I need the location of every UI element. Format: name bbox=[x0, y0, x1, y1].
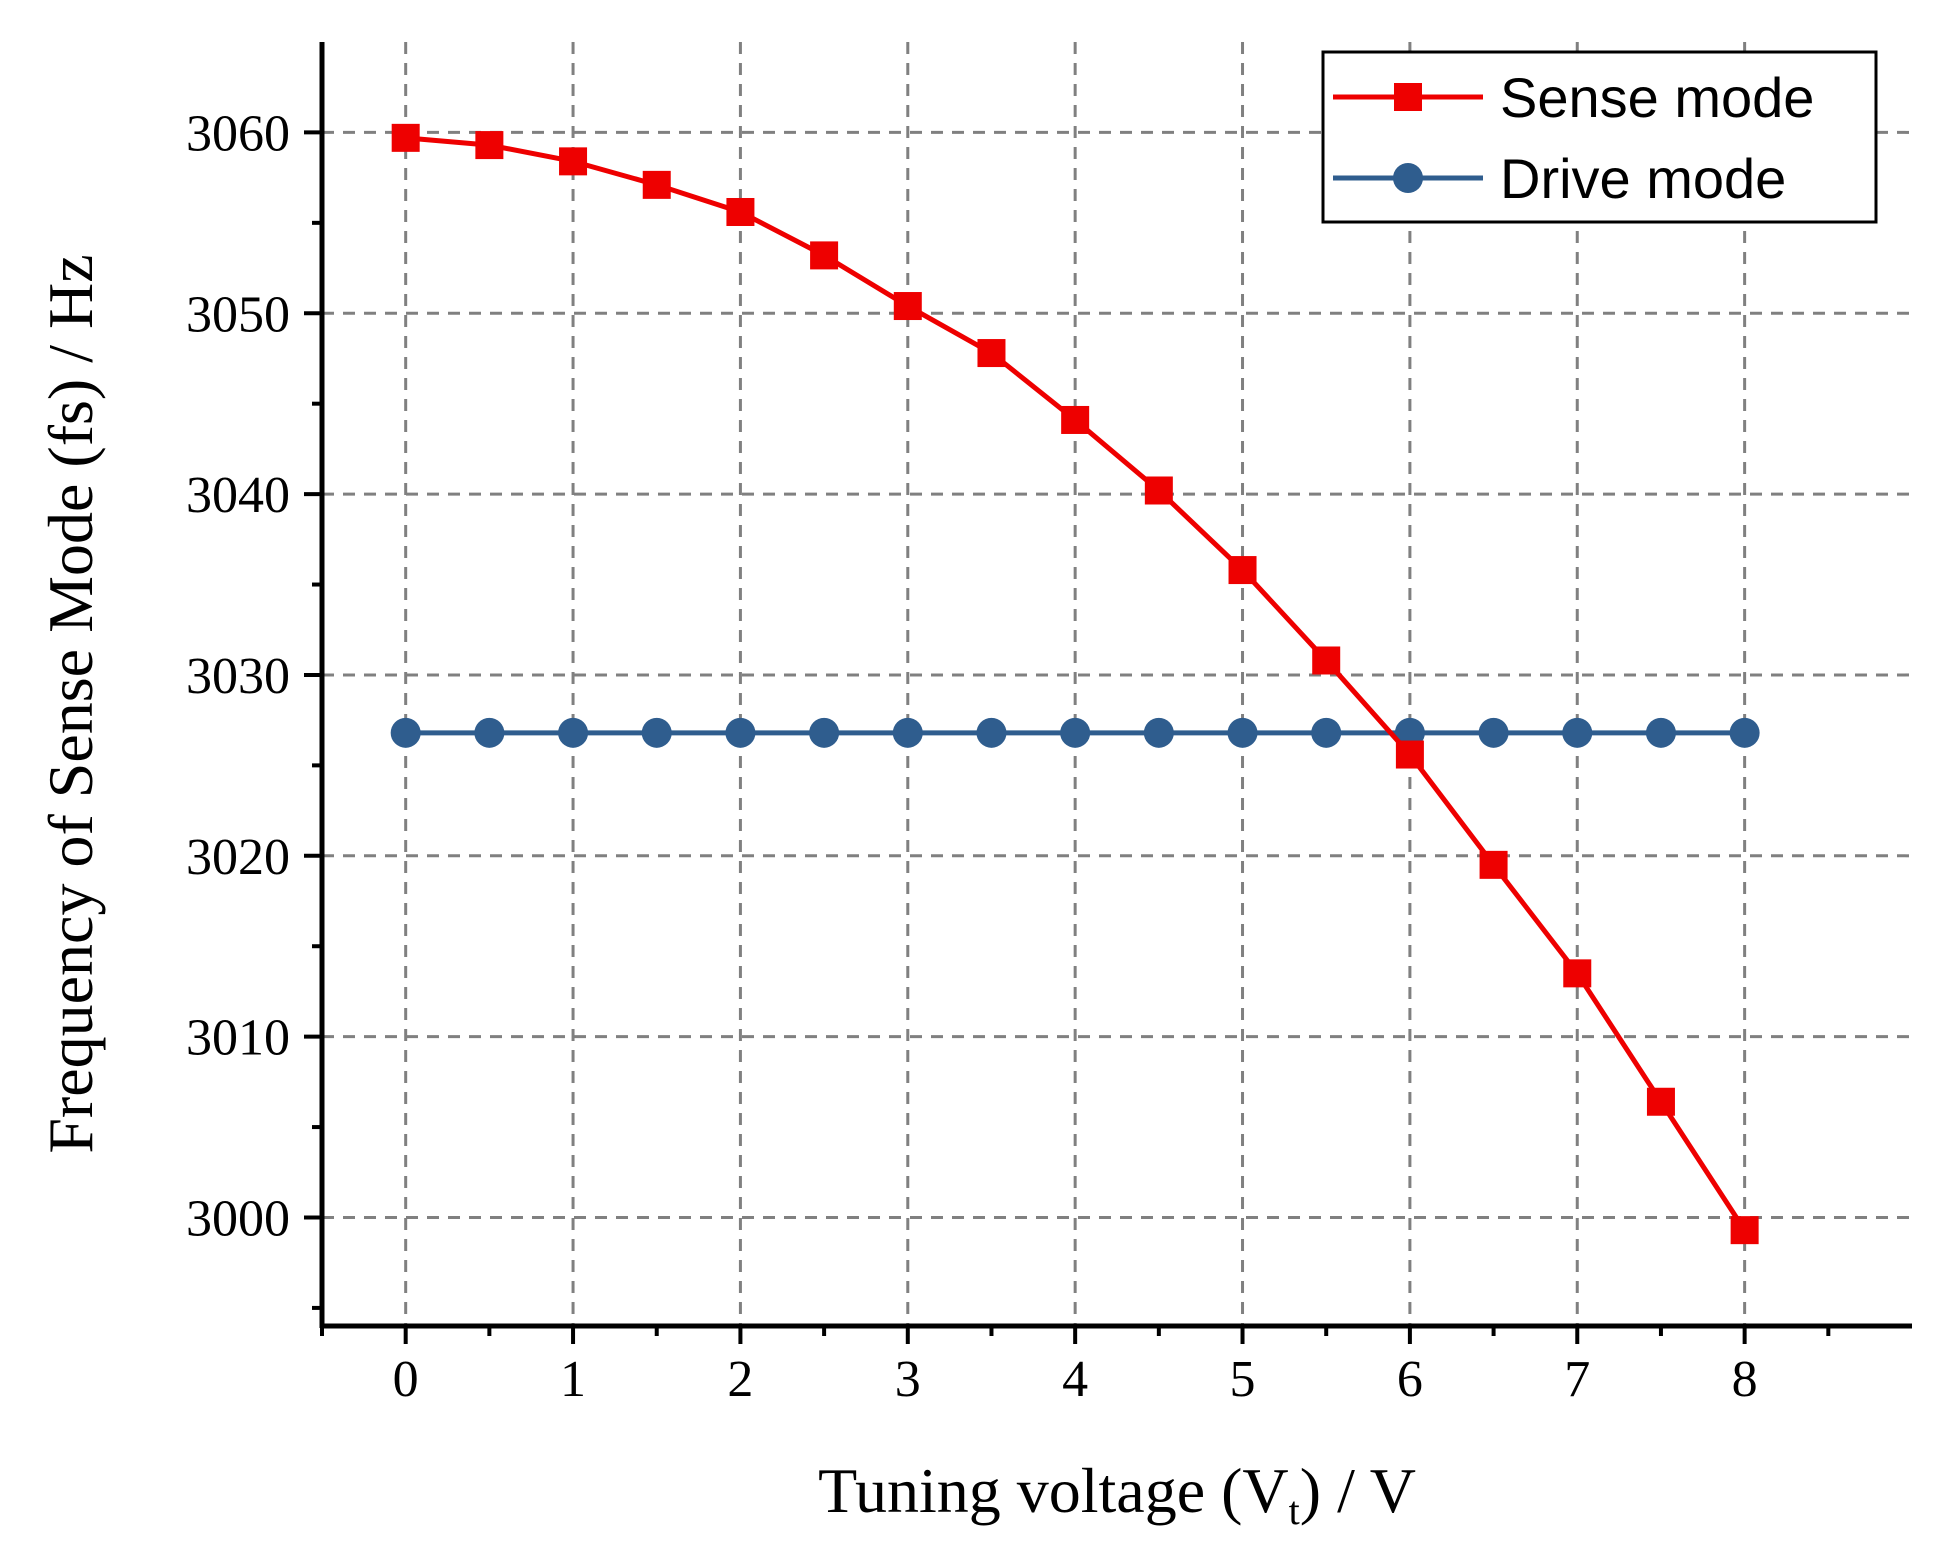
x-tick-label: 5 bbox=[1230, 1351, 1256, 1408]
drive-mode-point bbox=[1478, 717, 1509, 748]
legend-marker-sense bbox=[1394, 83, 1422, 111]
drive-mode-point bbox=[1562, 717, 1593, 748]
sense-mode-point bbox=[642, 170, 671, 199]
data-series bbox=[390, 123, 1760, 1245]
x-tick-label: 4 bbox=[1062, 1351, 1088, 1408]
x-axis-title-tail: ) / V bbox=[1300, 1455, 1416, 1526]
x-axis-title-main: Tuning voltage (V bbox=[818, 1455, 1289, 1526]
x-tick-label: 0 bbox=[393, 1351, 419, 1408]
x-tick-label: 3 bbox=[895, 1351, 921, 1408]
drive-mode-point bbox=[976, 717, 1007, 748]
sense-mode-point bbox=[1479, 850, 1508, 879]
y-tick-label: 3000 bbox=[186, 1190, 290, 1247]
sense-mode-point bbox=[1312, 646, 1341, 675]
y-tick-label: 3020 bbox=[186, 829, 290, 886]
x-axis-title: Tuning voltage (Vt) / V bbox=[818, 1455, 1416, 1533]
drive-mode-point bbox=[1729, 717, 1760, 748]
drive-mode-point bbox=[474, 717, 505, 748]
drive-mode-point bbox=[1394, 717, 1425, 748]
drive-mode-point bbox=[1227, 717, 1258, 748]
grid-lines bbox=[322, 42, 1912, 1326]
drive-mode-point bbox=[809, 717, 840, 748]
sense-mode-point bbox=[977, 339, 1006, 368]
sense-mode-point bbox=[1730, 1216, 1759, 1245]
drive-mode-point bbox=[892, 717, 923, 748]
x-tick-label: 8 bbox=[1732, 1351, 1758, 1408]
legend-label-sense: Sense mode bbox=[1500, 66, 1814, 129]
y-axis-title: Frequency of Sense Mode (fs) / Hz bbox=[35, 254, 106, 1153]
legend: Sense mode Drive mode bbox=[1321, 50, 1878, 224]
legend-box bbox=[1321, 50, 1878, 224]
x-tick-label: 2 bbox=[727, 1351, 753, 1408]
y-tick-label: 3040 bbox=[186, 467, 290, 524]
axes bbox=[319, 42, 1912, 1329]
sense-mode-point bbox=[391, 123, 420, 152]
drive-mode-point bbox=[558, 717, 589, 748]
drive-mode-point bbox=[390, 717, 421, 748]
x-tick-label: 7 bbox=[1564, 1351, 1590, 1408]
x-axis-title-subscript: t bbox=[1289, 1488, 1300, 1533]
sense-mode-point bbox=[810, 241, 839, 270]
x-tick-label: 6 bbox=[1397, 1351, 1423, 1408]
legend-marker-drive bbox=[1393, 163, 1423, 193]
x-tick-label: 1 bbox=[560, 1351, 586, 1408]
axis-ticks: 0 1 2 3 4 5 6 7 8 3000 3010 3020 3030 3040 3050 3060 bbox=[186, 105, 1831, 1408]
drive-mode-point bbox=[1060, 717, 1091, 748]
drive-mode-point bbox=[725, 717, 756, 748]
drive-mode-point bbox=[1645, 717, 1676, 748]
sense-mode-point bbox=[1563, 959, 1592, 988]
y-tick-label: 3050 bbox=[186, 286, 290, 343]
sense-mode-point bbox=[726, 197, 755, 226]
sense-mode-point bbox=[1144, 476, 1173, 505]
y-tick-label: 3030 bbox=[186, 648, 290, 705]
sense-mode-point bbox=[1395, 740, 1424, 769]
sense-mode-point bbox=[1228, 556, 1257, 585]
sense-mode-point bbox=[893, 292, 922, 321]
y-tick-label: 3060 bbox=[186, 105, 290, 162]
drive-mode-point bbox=[1143, 717, 1174, 748]
sense-mode-point bbox=[475, 131, 504, 160]
drive-mode-point bbox=[1311, 717, 1342, 748]
sense-mode-point bbox=[559, 147, 588, 176]
drive-mode-point bbox=[641, 717, 672, 748]
legend-label-drive: Drive mode bbox=[1500, 147, 1786, 210]
sense-mode-point bbox=[1646, 1087, 1675, 1116]
sense-mode-point bbox=[1061, 405, 1090, 434]
y-tick-label: 3010 bbox=[186, 1010, 290, 1067]
